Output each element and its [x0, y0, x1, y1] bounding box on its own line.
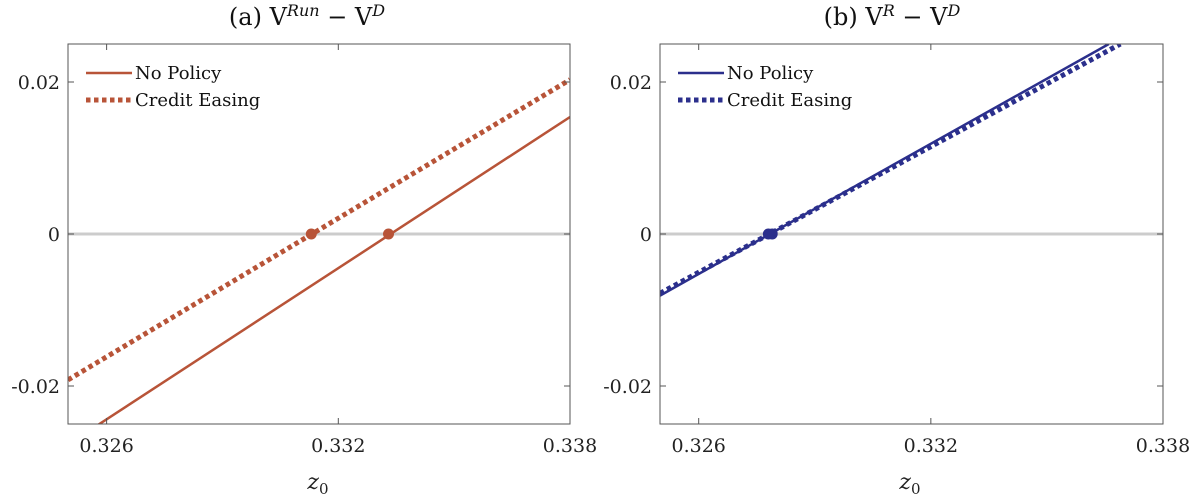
panel-a-xtick-label: 0.326: [79, 435, 133, 457]
panel-b-ytick-label: 0.02: [610, 72, 652, 94]
panel-a-legend-label: No Policy: [135, 63, 222, 84]
panel-a-legend-label: Credit Easing: [135, 90, 260, 111]
panel-a-xtick-label: 0.338: [543, 435, 597, 457]
panel-b-legend-label: No Policy: [727, 63, 814, 84]
panel-a-series-credit-easing-zero-marker: [305, 228, 317, 240]
panel-a-plot-area: [68, 77, 570, 424]
panel-b-xtick-label: 0.332: [904, 435, 958, 457]
panel-a-xtick-label: 0.332: [311, 435, 365, 457]
panel-a-ytick-label: -0.02: [11, 376, 60, 398]
panel-b-xtick-label: 0.326: [671, 435, 725, 457]
panel-b-legend-label: Credit Easing: [727, 90, 852, 111]
panel-a-xlabel: z0: [306, 470, 328, 496]
panel-a-series-no-policy-zero-marker: [383, 228, 395, 240]
panel-b-legend: No Policy Credit Easing: [678, 63, 852, 111]
panel-b-series-credit-easing-line: [660, 44, 1122, 296]
panel-b-axes: 0.326 0.332 0.338 -0.02 0 0.02 No Policy Credit…: [603, 43, 1190, 457]
panel-b-xtick-label: 0.338: [1136, 435, 1190, 457]
panel-b-plot-area: [660, 44, 1122, 297]
panel-a-series-credit-easing-line: [68, 77, 570, 383]
panel-a-axes: 0.326 0.332 0.338 -0.02 0 0.02 No Policy Credit…: [11, 43, 597, 457]
panel-a-title: (a) VRun − VD: [229, 1, 385, 31]
panel-b-xlabel: z0: [898, 470, 920, 496]
panel-a: (a) VRun − VD 0.326 0.332 0.338 -0.02 0 0.02 N…: [11, 1, 597, 496]
panel-a-legend: No Policy Credit Easing: [86, 63, 260, 111]
panel-b: (b) VR − VD 0.326 0.332 0.338 -0.02 0 0.02 No …: [603, 1, 1190, 496]
panel-a-series-no-policy-line: [97, 115, 570, 424]
panel-b-ytick-label: -0.02: [603, 376, 652, 398]
panel-a-ytick-label: 0: [48, 224, 60, 246]
panel-b-series-credit-easing-zero-marker: [762, 228, 774, 240]
panel-a-ytick-label: 0.02: [18, 72, 60, 94]
panel-b-title: (b) VR − VD: [824, 1, 961, 31]
panel-b-ytick-label: 0: [640, 224, 652, 246]
